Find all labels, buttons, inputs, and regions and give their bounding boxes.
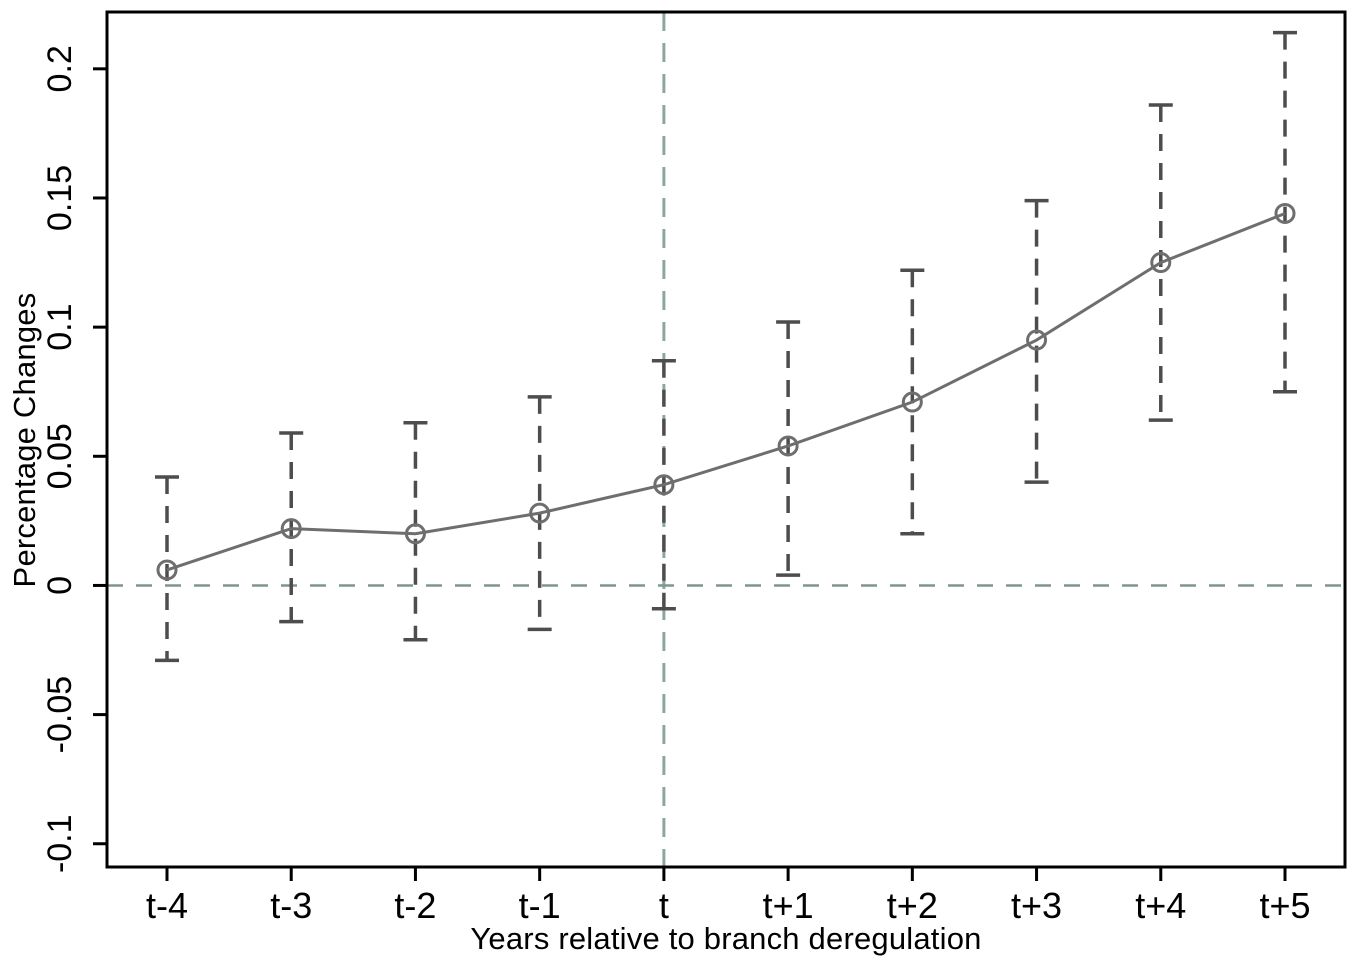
x-tick-label: t+4 [1135,885,1186,926]
x-tick-label: t-2 [394,885,436,926]
data-point-marker [280,518,302,540]
confidence-interval [403,420,428,642]
y-axis-title: Percentage Changes [7,292,42,588]
y-tick-label: -0.1 [41,814,79,873]
x-tick-label: t+5 [1259,885,1310,926]
x-tick-label: t+2 [887,885,938,926]
data-point-marker [901,391,923,413]
confidence-interval [1024,198,1049,484]
x-axis-title: Years relative to branch deregulation [470,921,982,956]
y-tick-label: 0.15 [41,165,79,231]
plot-border [105,10,1347,869]
confidence-interval [776,320,801,577]
x-tick-label: t+1 [763,885,814,926]
data-point-marker [156,559,178,581]
x-tick-label: t-1 [519,885,561,926]
y-tick-label: 0.1 [41,304,79,351]
data-point-marker [529,502,551,524]
x-tick-label: t-4 [146,885,188,926]
data-point-marker [1150,252,1172,274]
y-tick-label: 0 [41,576,79,595]
data-point-marker [653,474,675,496]
data-point-marker [1274,202,1296,224]
data-point-marker [777,435,799,457]
x-tick-label: t-3 [270,885,312,926]
series-line [166,212,1286,572]
confidence-interval [1273,30,1297,394]
x-tick-label: t [659,885,669,926]
y-tick-label: 0.05 [41,423,79,489]
x-tick-label: t+3 [1011,885,1062,926]
data-point-marker [404,523,426,545]
data-point-marker [1026,329,1048,351]
y-tick-label: 0.2 [41,45,79,92]
y-tick-label: -0.05 [41,676,79,754]
